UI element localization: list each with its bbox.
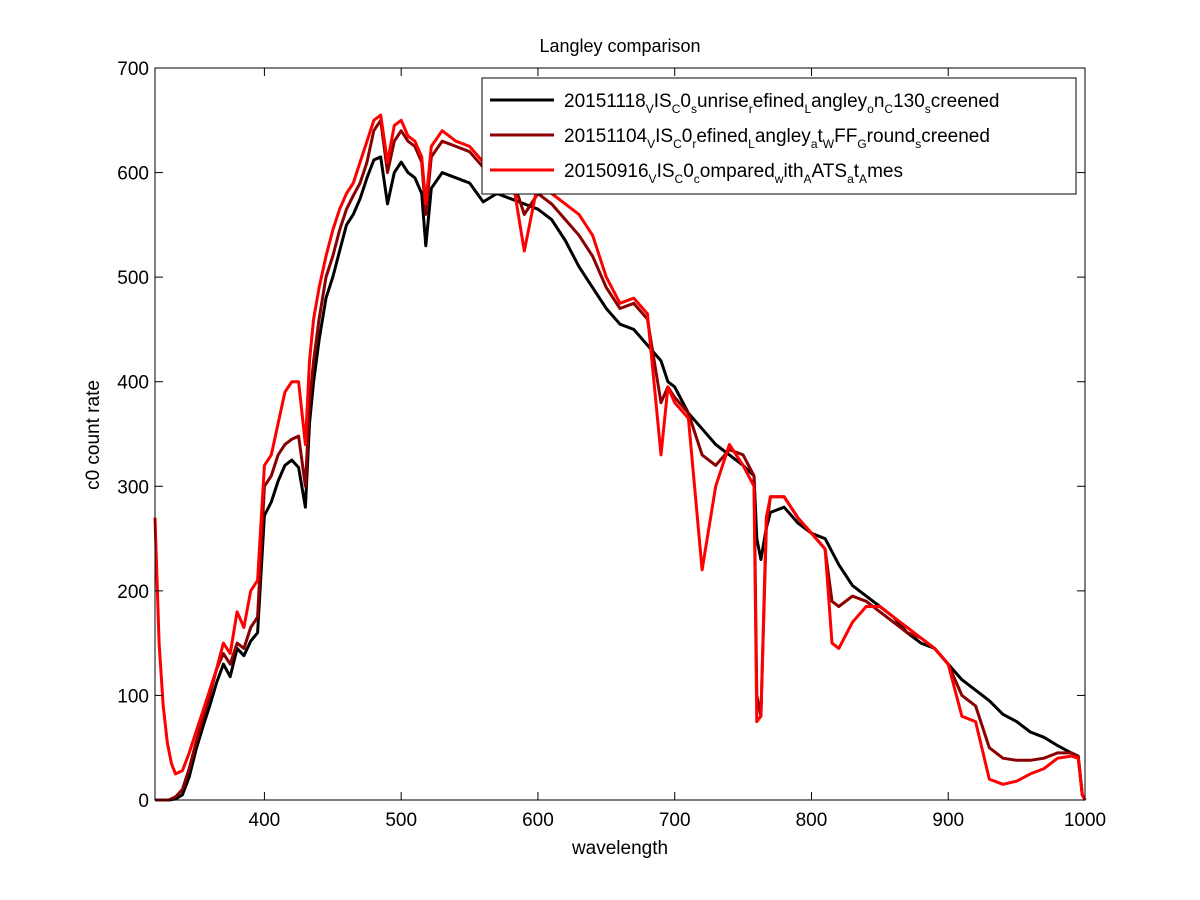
legend-entry-3: 20150916VISC0comparedwithAATSatAmes bbox=[564, 161, 903, 186]
x-tick-label: 700 bbox=[659, 810, 691, 831]
y-tick-label: 0 bbox=[138, 791, 149, 812]
x-tick-label: 500 bbox=[385, 810, 417, 831]
plot-area bbox=[154, 67, 1086, 801]
legend-entry-1: 20151118VISC0sunriserefinedLangleyonC130… bbox=[564, 91, 999, 116]
chart-title: Langley comparison bbox=[539, 36, 700, 56]
y-tick-label: 300 bbox=[117, 477, 149, 498]
legend-entry-2: 20151104VISC0refinedLangleyatWFFGroundsc… bbox=[564, 126, 990, 151]
y-tick-label: 500 bbox=[117, 268, 149, 289]
y-tick-label: 600 bbox=[117, 164, 149, 185]
y-tick-label: 400 bbox=[117, 373, 149, 394]
legend: 20151118VISC0sunriserefinedLangleyonC130… bbox=[481, 77, 1077, 195]
legend-box bbox=[481, 77, 1077, 195]
y-tick-label: 200 bbox=[117, 582, 149, 603]
x-tick-label: 600 bbox=[522, 810, 554, 831]
x-axis-label: wavelength bbox=[571, 838, 668, 859]
y-tick-label: 100 bbox=[117, 686, 149, 707]
x-tick-label: 1000 bbox=[1064, 810, 1106, 831]
axis-ticks: 400 500 600 700 800 900 1000 0 100 200 300 400 500 60… bbox=[117, 59, 1106, 831]
x-tick-label: 400 bbox=[249, 810, 281, 831]
y-tick-label: 700 bbox=[117, 59, 149, 80]
x-tick-label: 800 bbox=[796, 810, 828, 831]
x-tick-label: 900 bbox=[932, 810, 964, 831]
y-axis-label: c0 count rate bbox=[83, 380, 104, 490]
